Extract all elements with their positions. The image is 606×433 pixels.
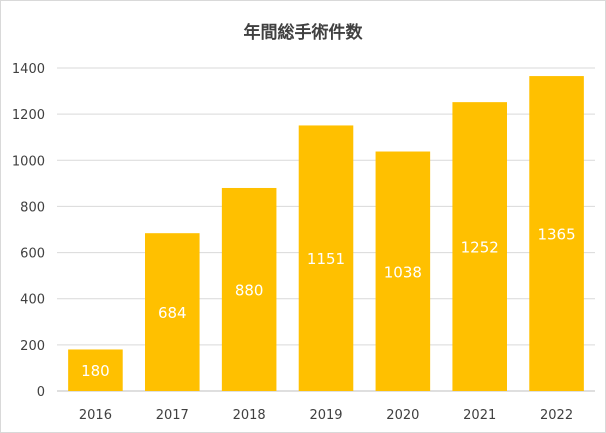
bar [298,125,354,391]
bar-data-label: 1151 [307,250,345,268]
bar [529,76,584,391]
bar-data-label: 880 [235,281,264,299]
bar [68,349,123,391]
bars: 180 684 880 1151 1038 1252 1365 [68,76,584,391]
y-tick-label: 1400 [12,62,45,77]
bar-data-label: 1365 [537,226,575,244]
x-tick-label: 2017 [156,408,189,423]
bar-data-label: 1038 [384,263,422,281]
y-tick-label: 1200 [12,108,45,123]
bar [375,151,431,391]
bar [145,233,200,391]
y-tick-label: 200 [20,339,45,354]
x-tick-label: 2019 [309,408,342,423]
x-tick-label: 2022 [540,408,573,423]
x-tick-label: 2020 [386,408,419,423]
bar-data-label: 1252 [461,239,499,257]
y-tick-label: 0 [37,385,45,400]
x-tick-label: 2016 [79,408,112,423]
y-tick-label: 1000 [12,154,45,169]
x-tick-label: 2018 [233,408,266,423]
chart-title: 年間総手術件数 [244,22,364,43]
bar [221,187,277,391]
bar-data-label: 684 [158,304,187,322]
y-axis-ticks: 0 200 400 600 800 1000 1200 1400 [12,62,45,400]
bar [452,102,507,391]
y-tick-label: 800 [20,200,45,215]
x-tick-label: 2021 [463,408,496,423]
y-tick-label: 400 [20,293,45,308]
y-tick-label: 600 [20,247,45,262]
x-axis-ticks: 2016 2017 2018 2019 2020 2021 2022 [79,408,573,423]
bar-data-label: 180 [81,362,110,380]
